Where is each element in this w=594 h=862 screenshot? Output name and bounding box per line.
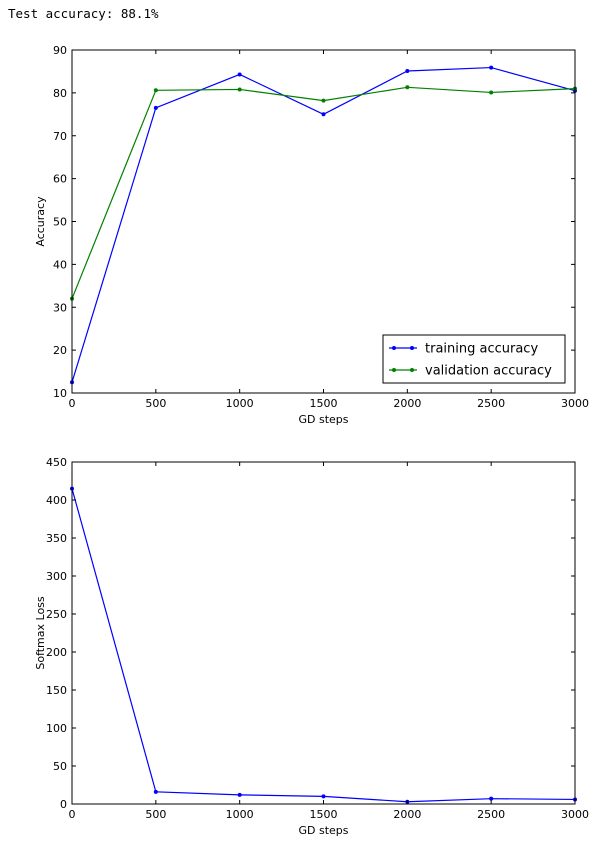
accuracy-data-point bbox=[237, 72, 242, 77]
accuracy-data-point bbox=[489, 65, 494, 70]
accuracy-data-point bbox=[153, 105, 158, 110]
test-accuracy-output: Test accuracy: 88.1% bbox=[8, 6, 159, 21]
accuracy-x-tick-label: 3000 bbox=[561, 397, 589, 410]
accuracy-legend-marker bbox=[410, 346, 414, 350]
loss-data-point bbox=[321, 794, 326, 799]
accuracy-legend: training accuracy validation accuracy bbox=[382, 334, 566, 384]
accuracy-data-point bbox=[489, 90, 494, 95]
accuracy-legend-marker bbox=[410, 368, 414, 372]
loss-y-tick-label: 50 bbox=[53, 760, 67, 773]
accuracy-series-line-1 bbox=[71, 86, 576, 299]
accuracy-data-point bbox=[405, 69, 410, 74]
accuracy-data-point bbox=[321, 112, 326, 117]
accuracy-legend-label-0: training accuracy bbox=[425, 342, 538, 357]
accuracy-legend-label-1: validation accuracy bbox=[425, 364, 552, 379]
loss-x-tick-label: 2000 bbox=[393, 808, 421, 821]
accuracy-data-point bbox=[405, 85, 410, 90]
accuracy-x-tick-label: 0 bbox=[69, 397, 76, 410]
accuracy-x-tick-label: 2000 bbox=[393, 397, 421, 410]
accuracy-y-tick-label: 80 bbox=[53, 87, 67, 100]
accuracy-y-tick-label: 40 bbox=[53, 258, 67, 271]
loss-y-tick-label: 300 bbox=[46, 570, 67, 583]
loss-data-point bbox=[237, 792, 242, 797]
loss-series-line-0 bbox=[71, 488, 576, 803]
accuracy-data-point bbox=[321, 98, 326, 103]
loss-x-tick-label: 500 bbox=[145, 808, 166, 821]
loss-plot-frame bbox=[71, 461, 576, 805]
loss-chart: 0 500 1000 1500 2000 2500 3000 0 50 100 150 200 250 3… bbox=[34, 456, 589, 837]
loss-y-tick-label: 200 bbox=[46, 646, 67, 659]
loss-x-tick-label: 2500 bbox=[477, 808, 505, 821]
loss-x-tick-label: 1500 bbox=[310, 808, 338, 821]
accuracy-y-tick-label: 30 bbox=[53, 301, 67, 314]
accuracy-y-axis-label: Accuracy bbox=[34, 196, 47, 247]
loss-x-axis-label: GD steps bbox=[298, 824, 348, 837]
loss-data-point bbox=[153, 789, 158, 794]
loss-y-tick-label: 450 bbox=[46, 456, 67, 469]
loss-x-tick-label: 0 bbox=[69, 808, 76, 821]
accuracy-legend-box bbox=[382, 334, 566, 384]
accuracy-chart: 0 500 1000 1500 2000 2500 3000 10 20 30 40 50 60 70 80… bbox=[34, 44, 589, 426]
loss-y-tick-label: 100 bbox=[46, 722, 67, 735]
accuracy-y-tick-label: 70 bbox=[53, 130, 67, 143]
accuracy-x-axis-label: GD steps bbox=[298, 413, 348, 426]
loss-x-tick-label: 1000 bbox=[226, 808, 254, 821]
loss-y-axis-label: Softmax Loss bbox=[34, 596, 47, 670]
loss-y-tick-label: 150 bbox=[46, 684, 67, 697]
accuracy-x-tick-label: 2500 bbox=[477, 397, 505, 410]
accuracy-x-tick-label: 1000 bbox=[226, 397, 254, 410]
loss-x-tick-label: 3000 bbox=[561, 808, 589, 821]
loss-y-tick-label: 350 bbox=[46, 532, 67, 545]
accuracy-y-tick-label: 60 bbox=[53, 173, 67, 186]
loss-y-tick-label: 0 bbox=[60, 798, 67, 811]
accuracy-x-tick-label: 1500 bbox=[310, 397, 338, 410]
accuracy-data-point bbox=[153, 88, 158, 93]
accuracy-y-tick-label: 10 bbox=[53, 387, 67, 400]
loss-y-tick-label: 400 bbox=[46, 494, 67, 507]
loss-y-tick-label: 250 bbox=[46, 608, 67, 621]
loss-data-point bbox=[489, 796, 494, 801]
accuracy-y-tick-label: 50 bbox=[53, 216, 67, 229]
accuracy-legend-marker bbox=[392, 368, 396, 372]
accuracy-y-tick-label: 20 bbox=[53, 344, 67, 357]
accuracy-y-tick-label: 90 bbox=[53, 44, 67, 57]
accuracy-legend-marker bbox=[392, 346, 396, 350]
accuracy-x-tick-label: 500 bbox=[145, 397, 166, 410]
accuracy-data-point bbox=[237, 87, 242, 92]
